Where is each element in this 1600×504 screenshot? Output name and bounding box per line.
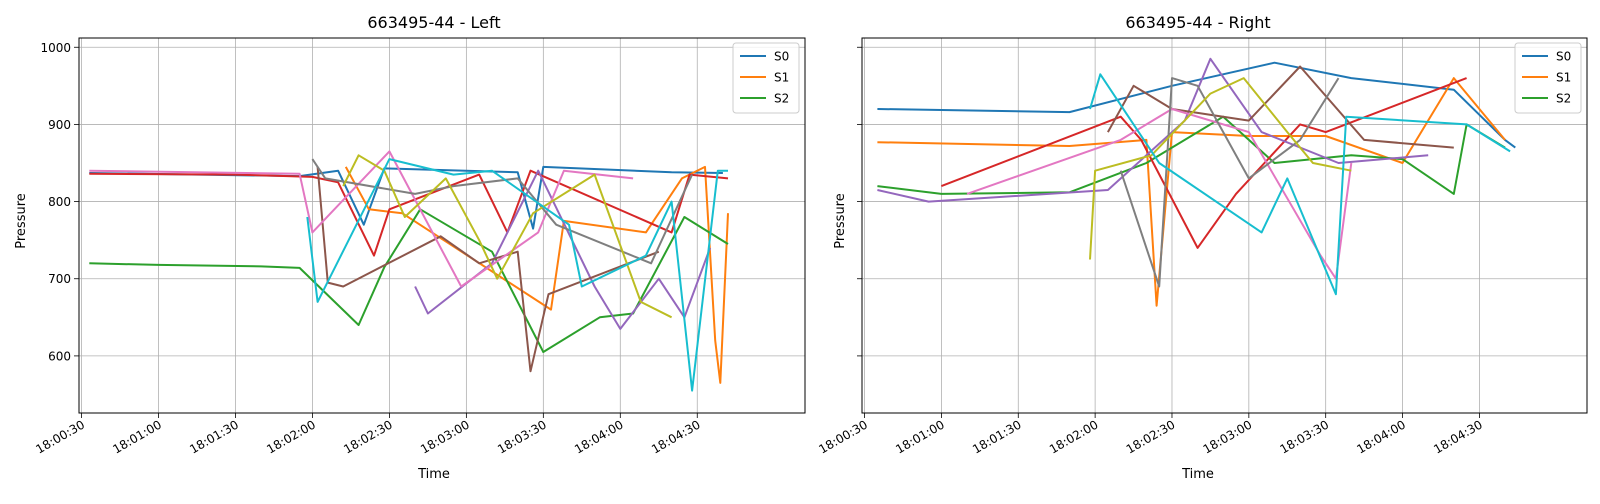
right-panel: 663495-44 - Right Time Pressure 18:00:30…	[816, 13, 1588, 482]
left-panel: 663495-44 - Left Time Pressure 600 700 800…	[14, 13, 806, 482]
right-x-tick-label: 18:03:00	[1201, 417, 1255, 456]
left-x-tick-label: 18:01:30	[187, 417, 241, 456]
right-legend-label-s2: S2	[1556, 92, 1571, 106]
right-x-axis-label: Time	[1181, 467, 1214, 482]
left-axes-frame	[78, 37, 806, 414]
right-axes-frame	[861, 37, 1588, 414]
right-series-line-1	[877, 77, 1506, 307]
right-x-tick-label: 18:00:30	[816, 417, 870, 456]
left-series-line-4	[414, 169, 712, 330]
right-x-tick-label: 18:01:00	[893, 417, 947, 456]
left-series-line-8	[342, 154, 673, 319]
left-chart-title: 663495-44 - Left	[367, 13, 500, 32]
left-y-tick-label: 900	[48, 118, 71, 132]
left-series-line-1	[344, 165, 729, 384]
right-y-axis-label: Pressure	[833, 193, 848, 249]
left-y-tick-label: 600	[48, 349, 71, 363]
right-x-tick-label: 18:04:00	[1354, 417, 1408, 456]
left-x-tick-label: 18:00:30	[33, 417, 87, 456]
left-plot-area: 600 700 800 900 1000 18:00:30 18:01:00 18:01:30…	[33, 37, 806, 457]
right-series-line-5	[1107, 65, 1454, 149]
left-x-tick-label: 18:01:00	[110, 417, 164, 456]
left-x-tick-label: 18:04:00	[572, 417, 626, 456]
right-series-line-2	[877, 115, 1506, 195]
left-legend-label-s1: S1	[774, 71, 789, 85]
right-series-line-3	[941, 77, 1467, 249]
right-series-line-7	[1119, 77, 1340, 288]
right-series-line-8	[1089, 77, 1352, 260]
left-x-tick-label: 18:03:30	[495, 417, 549, 456]
right-plot-area: 18:00:30 18:01:00 18:01:30 18:02:00 18:02:30…	[816, 37, 1588, 457]
right-x-tick-label: 18:04:30	[1431, 417, 1485, 456]
left-series-group	[89, 150, 729, 392]
left-y-tick-label: 800	[48, 195, 71, 209]
left-series-line-0	[89, 165, 723, 230]
left-x-axis-label: Time	[417, 467, 450, 482]
right-legend-label-s0: S0	[1556, 50, 1571, 64]
left-x-tick-label: 18:02:00	[264, 417, 318, 456]
right-x-tick-label: 18:02:30	[1124, 417, 1178, 456]
right-x-tick-label: 18:02:00	[1047, 417, 1101, 456]
right-chart-title: 663495-44 - Right	[1125, 13, 1270, 32]
left-series-line-7	[311, 158, 694, 265]
left-legend-label-s0: S0	[774, 50, 789, 64]
left-y-axis-label: Pressure	[14, 193, 29, 249]
left-y-tick-label: 700	[48, 272, 71, 286]
left-x-tick-label: 18:03:00	[418, 417, 472, 456]
left-y-tick-label: 1000	[40, 41, 71, 55]
left-x-tick-label: 18:02:30	[341, 417, 395, 456]
left-legend-label-s2: S2	[774, 92, 789, 106]
left-legend: S0 S1 S2	[732, 42, 800, 114]
left-series-line-6	[89, 150, 634, 288]
left-series-line-5	[316, 166, 660, 373]
right-x-tick-label: 18:01:30	[970, 417, 1024, 456]
right-legend: S0 S1 S2	[1514, 42, 1582, 114]
left-x-tick-label: 18:04:30	[649, 417, 703, 456]
left-series-line-9	[306, 158, 728, 392]
right-series-line-0	[877, 61, 1516, 149]
right-x-tick-label: 18:03:30	[1278, 417, 1332, 456]
right-series-line-9	[1089, 73, 1511, 296]
right-series-group	[877, 57, 1516, 307]
right-legend-label-s1: S1	[1556, 71, 1571, 85]
right-series-line-4	[877, 57, 1429, 203]
